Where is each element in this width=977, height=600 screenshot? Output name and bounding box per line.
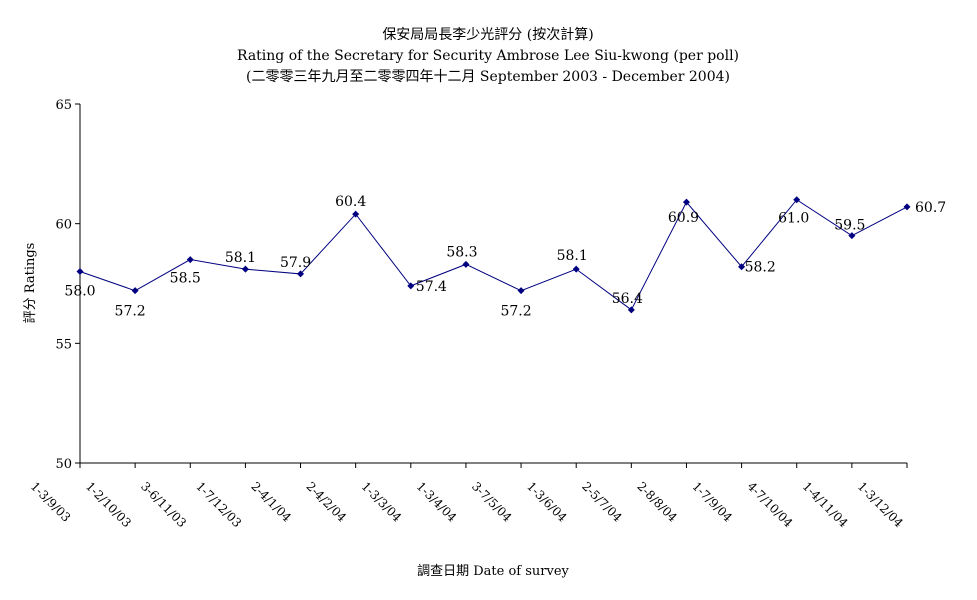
data-point [297,270,305,278]
data-point [407,282,415,290]
data-label: 58.0 [64,284,95,300]
data-point [738,263,746,271]
x-tick-label: 1-3/9/03 [28,479,73,524]
series-line [79,199,908,311]
x-tick-label: 2-4/2/04 [304,479,350,525]
data-label: 57.2 [500,304,531,320]
data-point [682,198,690,206]
x-tick-label: 1-3/4/04 [414,479,460,525]
x-tick-label: 1-3/3/04 [359,479,405,525]
x-axis-ticks: 1-3/9/03 1-2/10/03 3-6/11/03 1-7/12/03 2-4/1… [28,463,908,530]
data-point [462,260,470,268]
data-label: 61.0 [778,211,809,227]
x-tick-label: 1-4/11/04 [800,479,851,530]
chart-subtitle-period: (二零零三年九月至二零零四年十二月 September 2003 - Decem… [246,69,730,85]
data-label: 58.3 [446,244,477,260]
x-axis-title: 調查日期 Date of survey [417,564,569,579]
x-tick-label: 3-7/5/04 [469,479,515,525]
series-ratings [76,196,911,314]
data-label: 58.1 [557,248,588,264]
data-point [848,232,856,240]
x-tick-label: 4-7/10/04 [745,479,796,530]
data-label: 59.5 [834,218,865,234]
x-tick-label: 1-3/12/04 [855,479,906,530]
data-point [241,265,249,273]
data-point [903,203,911,211]
x-tick-label: 1-2/10/03 [83,479,134,530]
x-tick-label: 2-8/8/04 [634,479,680,525]
y-tick-label: 55 [55,337,72,352]
y-tick-label: 50 [55,457,72,472]
x-tick-label: 1-7/9/04 [689,479,735,525]
data-label: 57.2 [115,304,146,320]
y-tick-label: 65 [55,98,72,113]
data-point [186,256,194,264]
data-label: 60.7 [915,200,946,216]
x-tick-label: 3-6/11/03 [138,479,189,530]
chart-subtitle-english: Rating of the Secretary for Security Amb… [237,48,739,64]
data-point [572,265,580,273]
data-point [131,287,139,295]
x-tick-label: 2-5/7/04 [579,479,625,525]
data-labels: 58.0 57.2 58.5 58.1 57.9 60.4 57.4 58.3 57.2 58.1… [64,194,946,320]
y-axis-title: 評分 Ratings [23,243,38,324]
data-point [627,306,635,314]
data-point [517,287,525,295]
data-label: 58.5 [170,271,201,287]
data-label: 57.4 [416,279,447,295]
data-label: 60.9 [668,210,699,226]
data-point [352,210,360,218]
data-label: 60.4 [335,194,366,210]
data-point [76,268,84,276]
data-label: 58.1 [225,250,256,266]
chart-title: 保安局局長李少光評分 (按次計算) [382,27,593,43]
x-tick-label: 2-4/1/04 [248,479,294,525]
x-tick-label: 1-7/12/03 [193,479,244,530]
y-tick-label: 60 [55,218,72,233]
data-label: 56.4 [612,291,643,307]
x-tick-label: 1-3/6/04 [524,479,570,525]
data-point [793,196,801,204]
y-axis-ticks: 50 55 60 65 [55,98,80,472]
data-label: 57.9 [280,255,311,271]
data-label: 58.2 [745,260,776,276]
